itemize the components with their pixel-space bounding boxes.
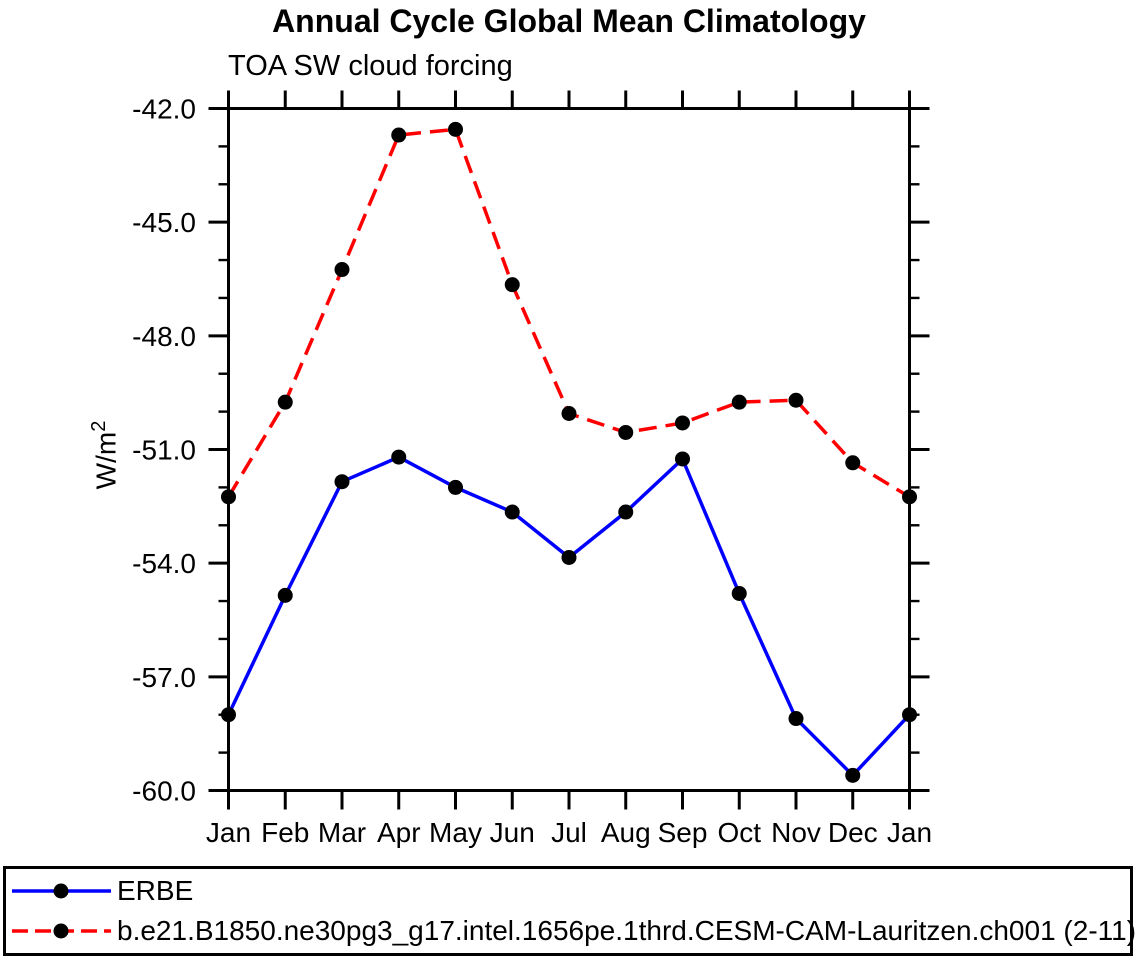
x-tick-label: Dec <box>828 817 878 848</box>
data-point-erbe <box>504 504 520 520</box>
y-tick-label: -42.0 <box>132 94 196 125</box>
legend-model-marker-icon <box>53 923 69 939</box>
x-tick-label: Mar <box>318 817 366 848</box>
data-point-model <box>277 394 293 410</box>
data-point-erbe <box>675 451 690 467</box>
data-point-model <box>788 392 804 408</box>
data-point-model <box>391 127 407 143</box>
x-tick-label: Aug <box>601 817 651 848</box>
data-point-erbe <box>731 585 747 601</box>
plot-frame <box>227 107 911 792</box>
data-point-erbe <box>221 707 236 723</box>
data-point-erbe <box>277 587 293 603</box>
chart-subtitle: TOA SW cloud forcing <box>228 50 513 82</box>
legend-line-model-sample <box>12 923 111 939</box>
chart-title: Annual Cycle Global Mean Climatology <box>272 3 866 39</box>
legend-label-model: b.e21.B1850.ne30pg3_g17.intel.1656pe.1th… <box>117 915 1137 946</box>
series-line-erbe <box>226 455 911 778</box>
y-tick-label: -60.0 <box>132 776 196 807</box>
x-tick-label: Jan <box>206 817 251 848</box>
data-point-erbe <box>902 707 917 723</box>
x-tick-label: Apr <box>377 817 421 848</box>
series-line-model <box>226 127 911 499</box>
x-tick-label: Jul <box>551 817 587 848</box>
data-point-erbe <box>845 767 861 783</box>
x-tick-label: Nov <box>771 817 821 848</box>
y-tick-label: -57.0 <box>132 662 196 693</box>
data-point-model <box>902 489 917 505</box>
data-point-erbe <box>788 711 804 727</box>
data-point-model <box>731 394 747 410</box>
y-tick-label: -45.0 <box>132 207 196 238</box>
y-tick-label: -48.0 <box>132 321 196 352</box>
data-point-model <box>561 406 577 422</box>
data-point-erbe <box>334 474 350 490</box>
legend-item-erbe: ERBE <box>9 875 194 906</box>
data-point-erbe <box>448 479 463 495</box>
data-point-model <box>334 262 350 278</box>
y-tick-label: -54.0 <box>132 548 196 579</box>
x-tick-label: Feb <box>261 817 309 848</box>
data-point-model <box>221 489 236 505</box>
y-tick-label: -51.0 <box>132 435 196 466</box>
x-tick-label: Sep <box>658 817 708 848</box>
data-point-model <box>845 455 861 471</box>
x-tick-label: Jan <box>887 817 932 848</box>
legend-line-erbe-sample <box>12 883 111 899</box>
data-point-erbe <box>618 504 634 520</box>
data-point-model <box>448 121 463 137</box>
data-point-model <box>504 277 520 293</box>
legend-label-erbe: ERBE <box>117 875 194 906</box>
data-point-erbe <box>391 449 407 465</box>
data-point-model <box>675 415 690 431</box>
x-tick-label: Oct <box>717 817 761 848</box>
legend: ERBE b.e21.B1850.ne30pg3_g17.intel.1656p… <box>3 866 1137 956</box>
x-tick-label: Jun <box>490 817 535 848</box>
x-tick-label: May <box>429 817 482 848</box>
legend-erbe-marker-icon <box>53 883 69 899</box>
data-point-erbe <box>561 549 577 565</box>
plot-area: -42.0 -45.0 -48.0 -51.0 -54.0 -57.0 -60.0 Jan Fe… <box>132 90 932 848</box>
legend-item-model: b.e21.B1850.ne30pg3_g17.intel.1656pe.1th… <box>9 915 1137 946</box>
data-point-model <box>618 424 634 440</box>
